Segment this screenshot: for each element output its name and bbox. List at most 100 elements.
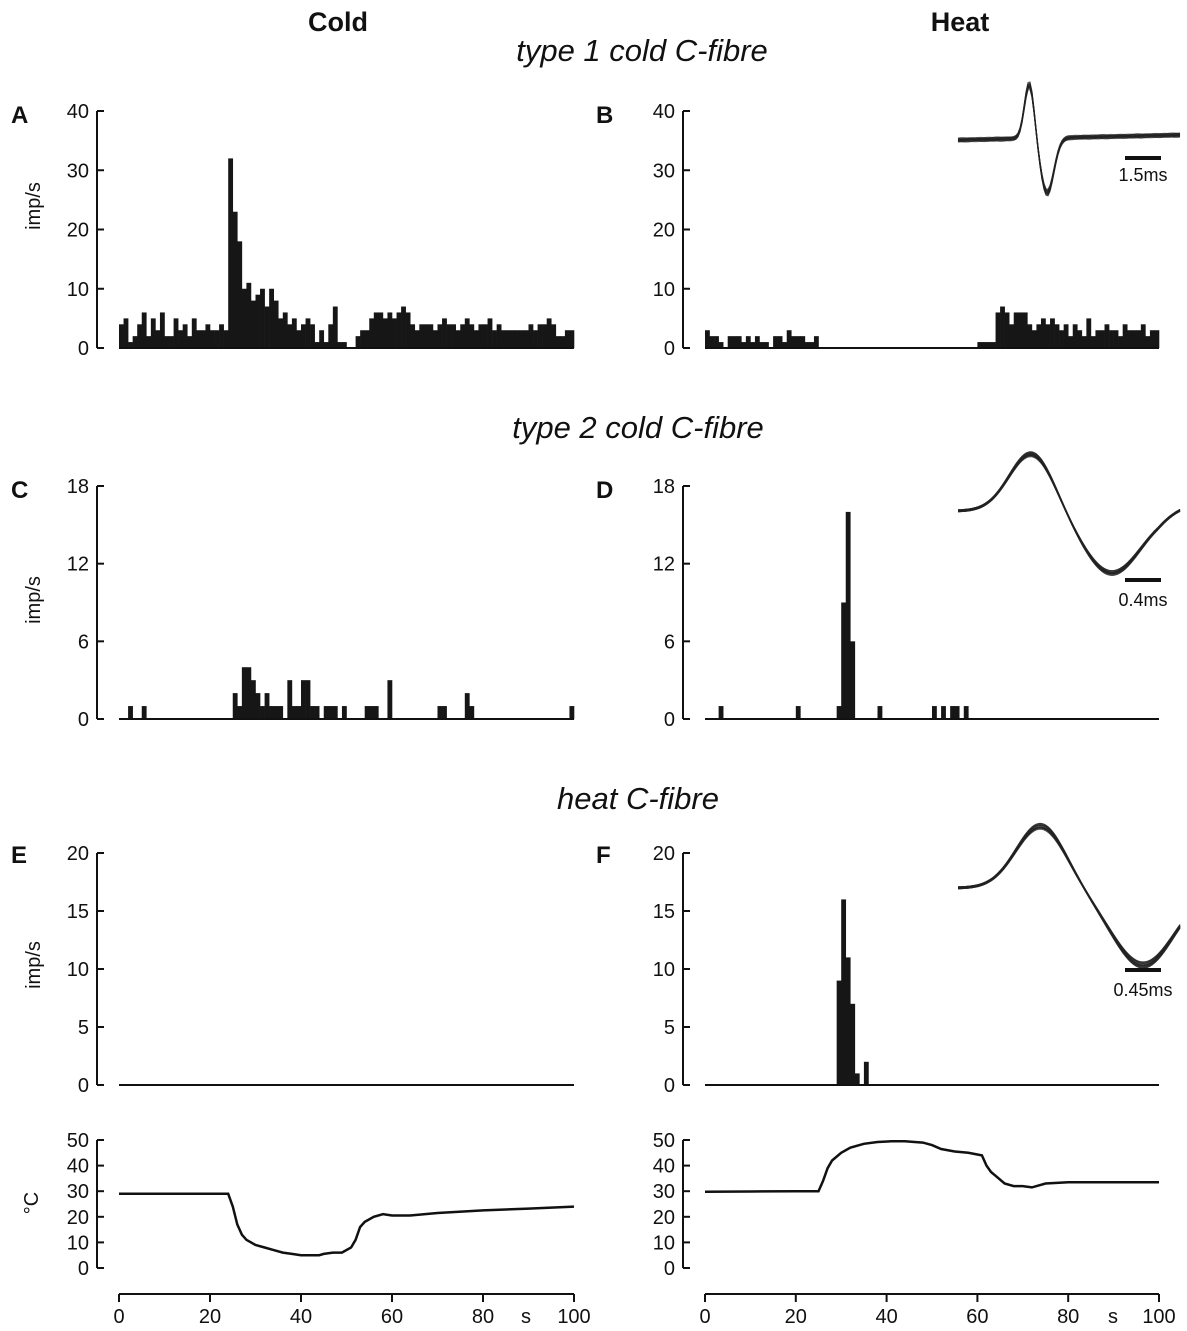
histogram-bar	[437, 706, 443, 719]
histogram-bar	[981, 342, 987, 348]
histogram-bar	[836, 980, 842, 1085]
spike-trace	[957, 822, 1181, 968]
histogram-bar	[419, 324, 425, 348]
temperature-panel-cold: 0 10 20 30 40 50 0 20 40 60 80 100	[67, 1130, 591, 1328]
histogram-bar	[246, 667, 252, 719]
histogram-bar	[736, 336, 742, 348]
histogram-bar	[364, 706, 370, 719]
temperature-heat-x-tick-label-5: 100	[1142, 1306, 1175, 1328]
temperature-heat-y-tick-label-3: 30	[653, 1181, 675, 1203]
panel-c: 0 6 12 18	[67, 476, 575, 731]
histogram-bar	[273, 706, 279, 719]
histogram-bar	[777, 336, 783, 348]
scale-label-f: 0.45ms	[1113, 980, 1172, 1000]
histogram-bar	[954, 706, 960, 719]
histogram-bar	[714, 336, 719, 348]
histogram-bar	[1022, 312, 1028, 348]
histogram-bar	[709, 336, 715, 348]
histogram-bar	[405, 312, 411, 348]
temperature-cold-x-tick-label-0: 0	[113, 1306, 124, 1328]
histogram-bar	[560, 336, 566, 348]
histogram-bar	[360, 330, 365, 348]
histogram-bar	[1127, 330, 1133, 348]
histogram-bar	[877, 706, 883, 719]
histogram-bar	[341, 342, 347, 348]
histogram-bar	[287, 324, 293, 348]
spike-trace	[957, 828, 1181, 964]
histogram-bar	[119, 324, 124, 348]
histogram-bar	[813, 336, 819, 348]
histogram-bar	[487, 318, 493, 349]
histogram-bar	[260, 706, 265, 719]
histogram-bar	[387, 312, 393, 348]
histogram-bar	[1009, 324, 1015, 348]
panel-a-y-tick-label-3: 30	[67, 160, 89, 182]
histogram-bar	[369, 706, 375, 719]
spike-trace	[957, 451, 1181, 575]
histogram-bar	[569, 330, 575, 348]
histogram-bar	[555, 336, 561, 348]
temperature-cold-y-tick-label-0: 0	[78, 1258, 89, 1280]
histogram-bar	[1018, 312, 1024, 348]
histogram-bar	[173, 318, 179, 349]
y-axis-label-c: imp/s	[23, 576, 45, 624]
spike-trace	[957, 455, 1181, 573]
histogram-bar	[378, 312, 384, 348]
temperature-heat-y-tick-label-0: 0	[664, 1258, 675, 1280]
scale-label-d: 0.4ms	[1118, 590, 1167, 610]
histogram-bar	[451, 324, 456, 348]
histogram-bar	[196, 330, 202, 348]
histogram-bar	[464, 693, 470, 719]
panel-b-y-tick-label-3: 30	[653, 160, 675, 182]
histogram-bar	[1086, 318, 1092, 349]
panel-a-y-tick-label-0: 0	[78, 338, 89, 360]
histogram-bar	[977, 342, 983, 348]
histogram-bar	[269, 706, 274, 719]
histogram-bar	[382, 318, 388, 349]
spike-trace	[958, 826, 1181, 966]
histogram-bar	[460, 324, 466, 348]
histogram-bar	[246, 282, 252, 348]
histogram-bar	[273, 300, 279, 348]
spike-trace	[957, 827, 1181, 963]
histogram-bar	[310, 324, 315, 348]
histogram-bar	[219, 324, 224, 348]
spike-trace	[958, 827, 1181, 966]
histogram-bar	[210, 330, 215, 348]
histogram-bar	[1013, 312, 1019, 348]
histogram-bar	[442, 706, 447, 719]
histogram-bar	[182, 324, 188, 348]
histogram-bar	[296, 706, 302, 719]
histogram-bar	[845, 957, 851, 1085]
histogram-bar	[396, 312, 402, 348]
histogram-bar	[1104, 324, 1110, 348]
spike-trace	[958, 453, 1181, 576]
spike-trace	[958, 454, 1181, 575]
temperature-heat-x-tick-label-4: 80	[1057, 1306, 1079, 1328]
spike-trace	[957, 826, 1181, 965]
spike-trace	[958, 824, 1181, 967]
temperature-heat-y-tick-label-2: 20	[653, 1207, 675, 1229]
histogram-bar	[546, 318, 552, 349]
spike-inset-b	[957, 81, 1181, 197]
temperature-heat-x-tick-label-1: 20	[785, 1306, 807, 1328]
histogram-bar	[564, 330, 570, 348]
histogram-bar	[1000, 306, 1005, 348]
histogram-bar	[791, 336, 797, 348]
y-axis-label-temp: °C	[21, 1192, 43, 1214]
temperature-panel-heat: 0 10 20 30 40 50 0 20 40 60 80 100	[653, 1130, 1176, 1328]
histogram-bar	[319, 330, 325, 348]
temperature-heat-y-tick-label-5: 50	[653, 1130, 675, 1152]
histogram-bar	[305, 680, 311, 719]
histogram-bar	[800, 336, 806, 348]
histogram-bar	[795, 706, 801, 719]
panel-letter-a: A	[11, 102, 28, 129]
histogram-bar	[323, 706, 329, 719]
histogram-bar	[705, 330, 710, 348]
temperature-cold-y-tick-label-2: 20	[67, 1207, 89, 1229]
histogram-bar	[291, 706, 297, 719]
temperature-heat-x-tick-label-0: 0	[699, 1306, 710, 1328]
histogram-bar	[1081, 336, 1087, 348]
histogram-bar	[1027, 324, 1033, 348]
histogram-bar	[332, 306, 338, 348]
